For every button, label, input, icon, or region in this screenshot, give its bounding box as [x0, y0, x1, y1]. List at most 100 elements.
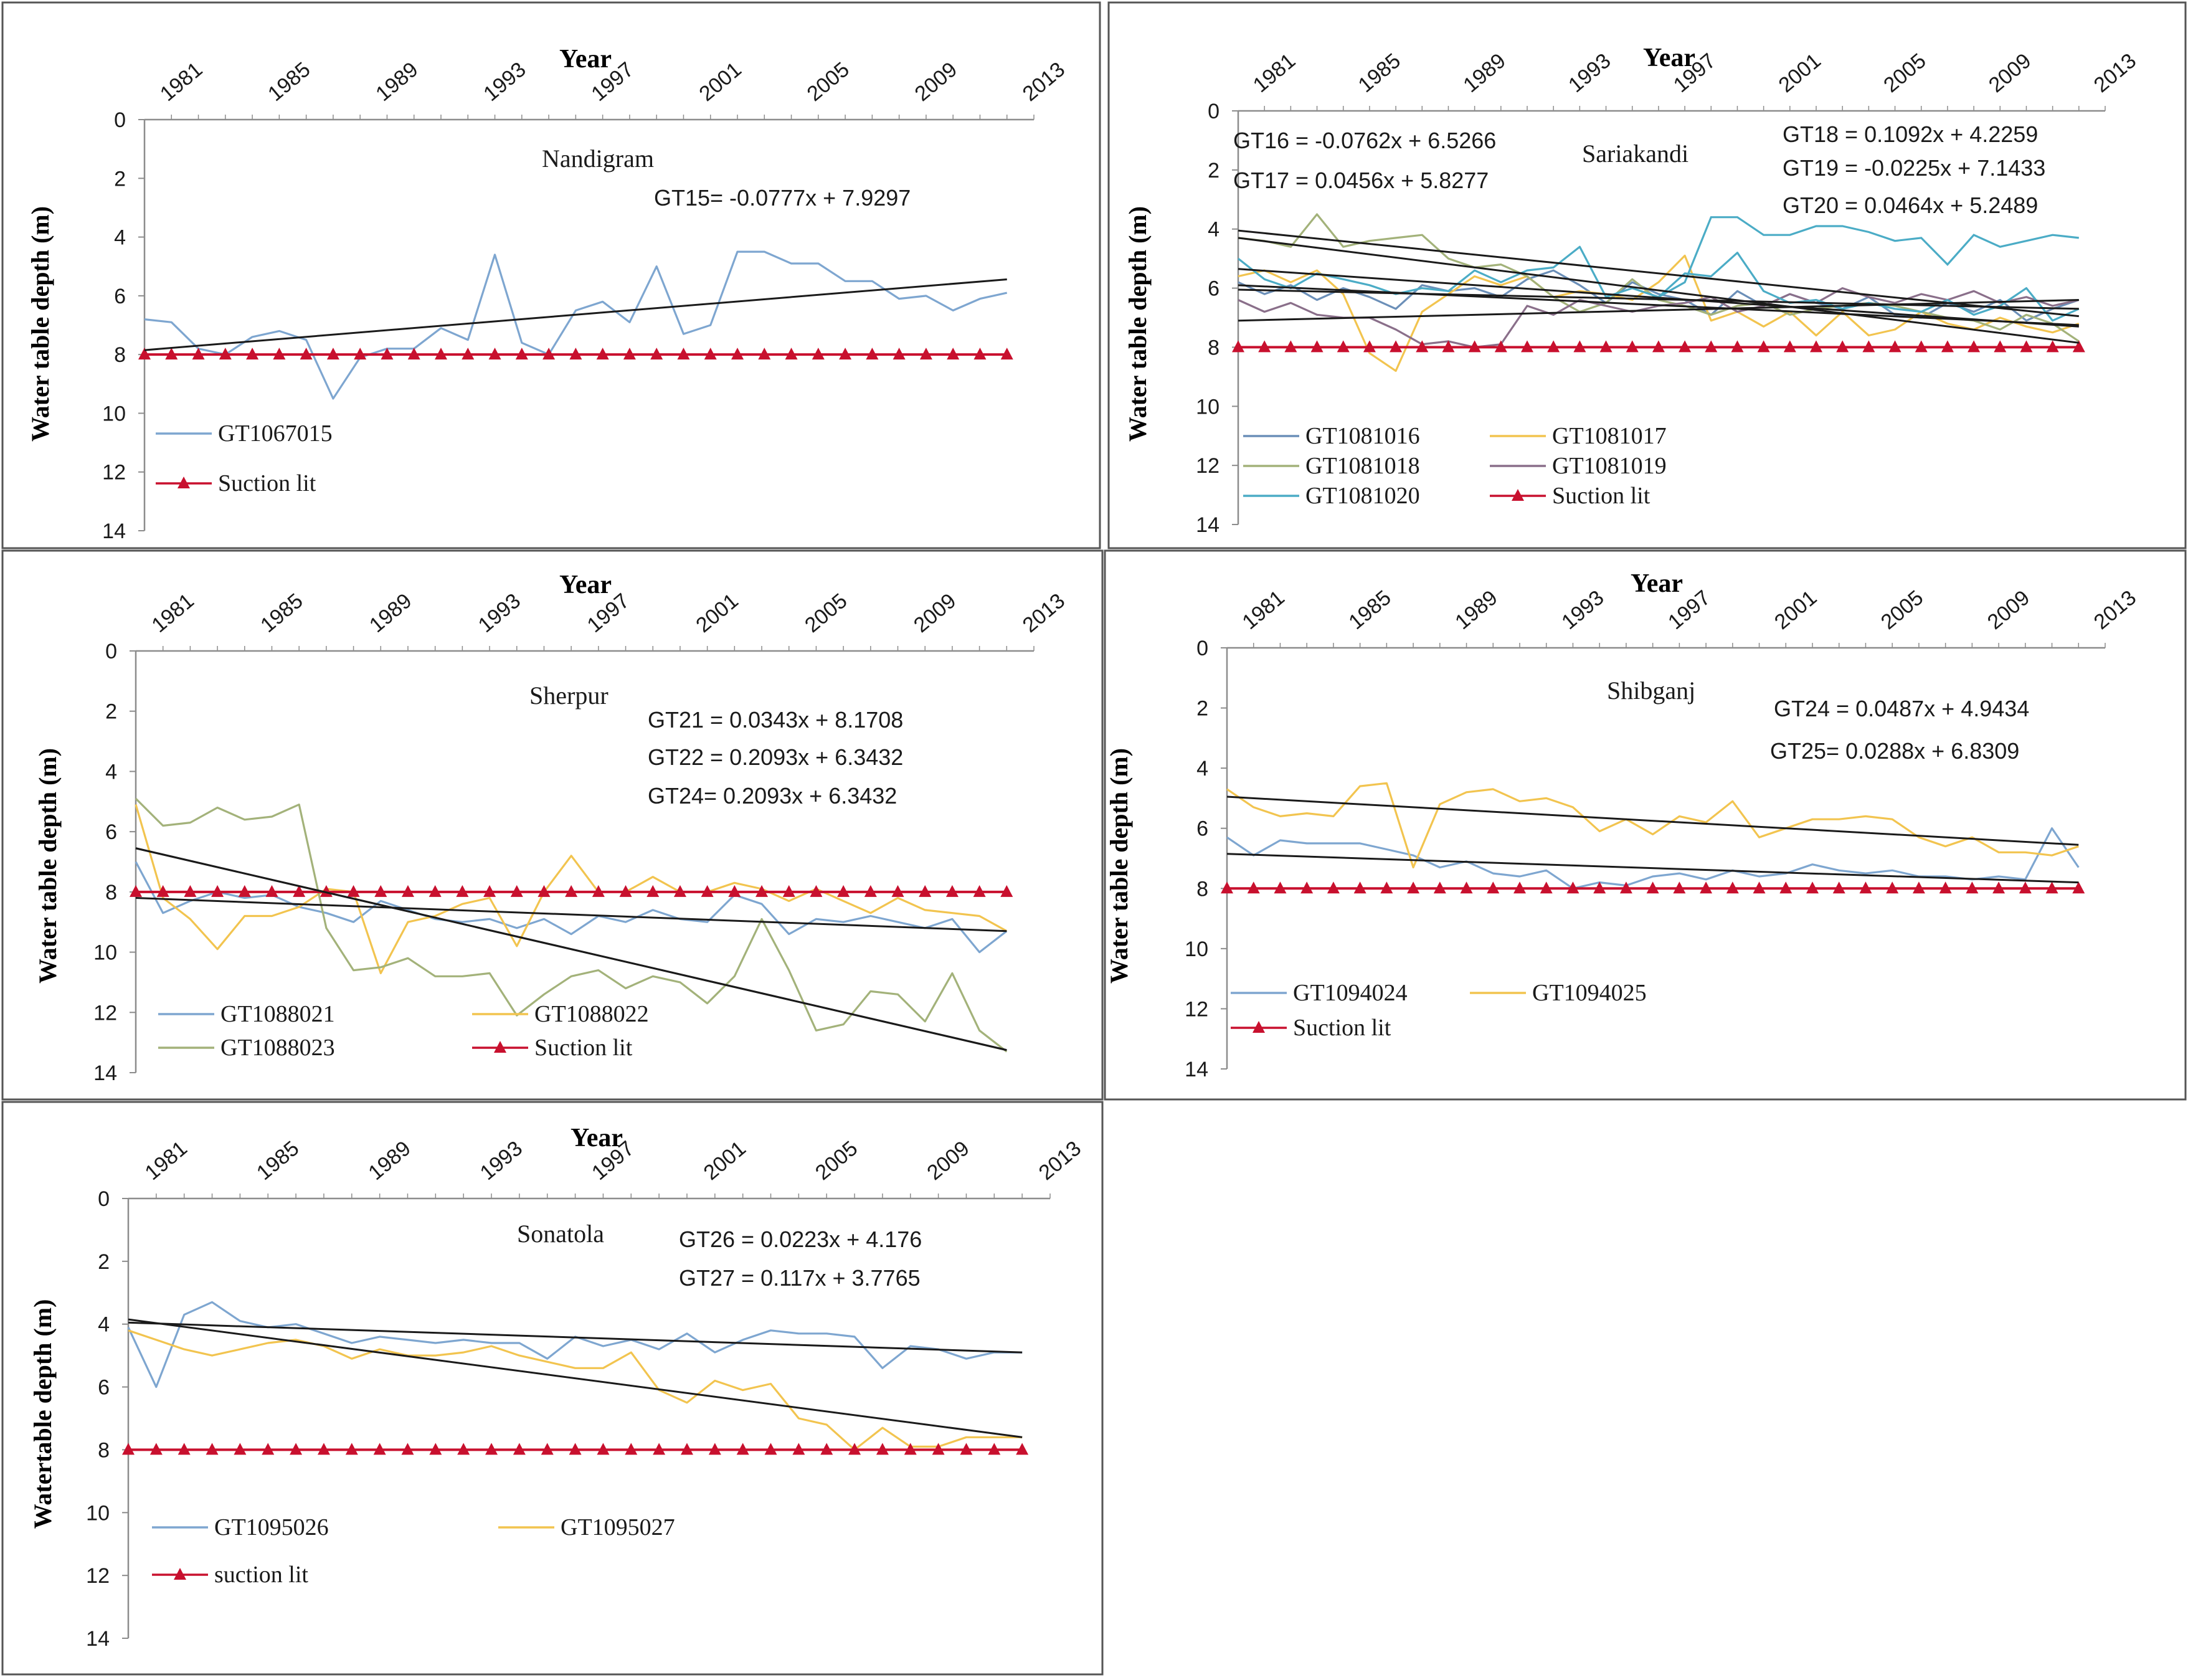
suction-marker — [565, 885, 578, 897]
suction-marker — [374, 885, 387, 897]
suction-marker — [184, 885, 197, 897]
suction-marker — [731, 348, 744, 360]
suction-marker — [864, 885, 877, 897]
suction-marker — [206, 1443, 219, 1455]
suction-marker — [1573, 340, 1586, 353]
suction-marker — [653, 1443, 666, 1455]
suction-marker — [904, 1443, 917, 1455]
suction-marker — [345, 1443, 358, 1455]
suction-marker — [1460, 881, 1473, 894]
suction-marker — [1487, 881, 1500, 894]
suction-marker — [1547, 340, 1560, 353]
suction-marker — [219, 348, 232, 360]
legend-label: GT1094024 — [1293, 980, 1408, 1006]
suction-marker — [1915, 340, 1928, 353]
suction-marker — [1941, 340, 1954, 353]
y-tick-label: 2 — [1208, 159, 1220, 183]
suction-marker — [596, 348, 609, 360]
y-tick-label: 0 — [114, 108, 126, 132]
suction-marker — [1731, 340, 1744, 353]
trend-equation: GT24 = 0.0487x + 4.9434 — [1774, 696, 2029, 721]
suction-marker — [812, 348, 825, 360]
suction-marker — [597, 1443, 610, 1455]
trendline — [1226, 853, 2079, 884]
panel-frame — [1, 549, 1104, 1101]
suction-marker — [2046, 340, 2059, 353]
suction-marker — [1232, 340, 1244, 353]
suction-marker — [317, 1443, 330, 1455]
y-tick-label: 0 — [1196, 637, 1208, 660]
legend-label: GT1081018 — [1305, 453, 1420, 479]
suction-marker — [973, 885, 986, 897]
legend: GT1088021 GT1088022 GT1088023 Suction lit — [158, 1001, 649, 1061]
suction-marker — [758, 348, 771, 360]
suction-marker — [373, 1443, 386, 1455]
x-axis-title: Year — [1643, 44, 1695, 72]
suction-marker — [407, 348, 420, 360]
y-tick-label: 2 — [1196, 697, 1208, 721]
suction-marker — [1994, 340, 2007, 353]
suction-marker — [1652, 340, 1665, 353]
y-axis-title: Water table depth (m) — [1105, 748, 1133, 984]
suction-marker — [764, 1443, 777, 1455]
suction-marker — [650, 348, 663, 360]
legend-label: GT1081020 — [1305, 483, 1420, 509]
y-axis-title: Water table depth (m) — [1124, 206, 1152, 442]
suction-marker — [1416, 340, 1429, 353]
suction-marker — [1939, 881, 1952, 894]
suction-marker — [837, 885, 850, 897]
suction-marker — [1599, 340, 1613, 353]
suction-marker — [1442, 340, 1455, 353]
series-line-gt1094025 — [1226, 782, 2079, 869]
chart-title: Sonatola — [517, 1220, 604, 1248]
suction-marker — [122, 1443, 135, 1455]
suction-marker — [483, 885, 496, 897]
legend-label: GT1094025 — [1532, 980, 1647, 1006]
suction-marker — [538, 885, 551, 897]
suction-marker — [300, 348, 313, 360]
y-tick-label: 6 — [105, 820, 117, 844]
suction-marker — [246, 348, 259, 360]
y-tick-label: 0 — [1208, 100, 1220, 123]
suction-marker — [988, 1443, 1001, 1455]
legend-marker — [1253, 1021, 1265, 1033]
trend-equation: GT19 = -0.0225x + 7.1433 — [1783, 155, 2045, 181]
suction-marker — [1832, 881, 1845, 894]
suction-marker — [513, 1443, 526, 1455]
y-tick-label: 14 — [86, 1627, 110, 1651]
suction-marker — [1726, 881, 1739, 894]
legend-label: GT1081016 — [1305, 423, 1420, 449]
suction-marker — [192, 348, 205, 360]
series-line-gt1067015 — [144, 250, 1008, 400]
suction-marker — [542, 348, 556, 360]
suction-marker — [728, 885, 741, 897]
y-tick-label: 8 — [105, 881, 117, 904]
suction-marker — [1806, 881, 1819, 894]
y-tick-label: 6 — [1196, 817, 1208, 841]
trendline — [135, 897, 1007, 933]
suction-marker — [1363, 340, 1376, 353]
trendline — [128, 1318, 1023, 1438]
suction-marker — [1407, 881, 1420, 894]
suction-marker — [1494, 340, 1507, 353]
y-tick-label: 10 — [1196, 395, 1220, 419]
legend-label: GT1088023 — [220, 1035, 335, 1061]
y-tick-label: 10 — [93, 941, 117, 965]
trendline — [1238, 229, 2079, 318]
suction-marker — [973, 348, 987, 360]
y-tick-label: 4 — [98, 1313, 110, 1337]
suction-marker — [893, 348, 906, 360]
suction-marker — [810, 885, 823, 897]
legend-marker — [178, 477, 190, 488]
suction-marker — [1468, 340, 1481, 353]
trendline — [1238, 288, 2079, 310]
suction-marker — [1566, 881, 1579, 894]
trend-equation: GT26 = 0.0223x + 4.176 — [679, 1227, 922, 1252]
y-tick-label: 6 — [1208, 277, 1220, 301]
suction-marker — [1310, 340, 1324, 353]
panel-frame — [1, 1101, 1104, 1676]
suction-marker — [265, 885, 278, 897]
trendline — [1238, 268, 2079, 328]
legend-label: Suction lit — [218, 470, 316, 496]
